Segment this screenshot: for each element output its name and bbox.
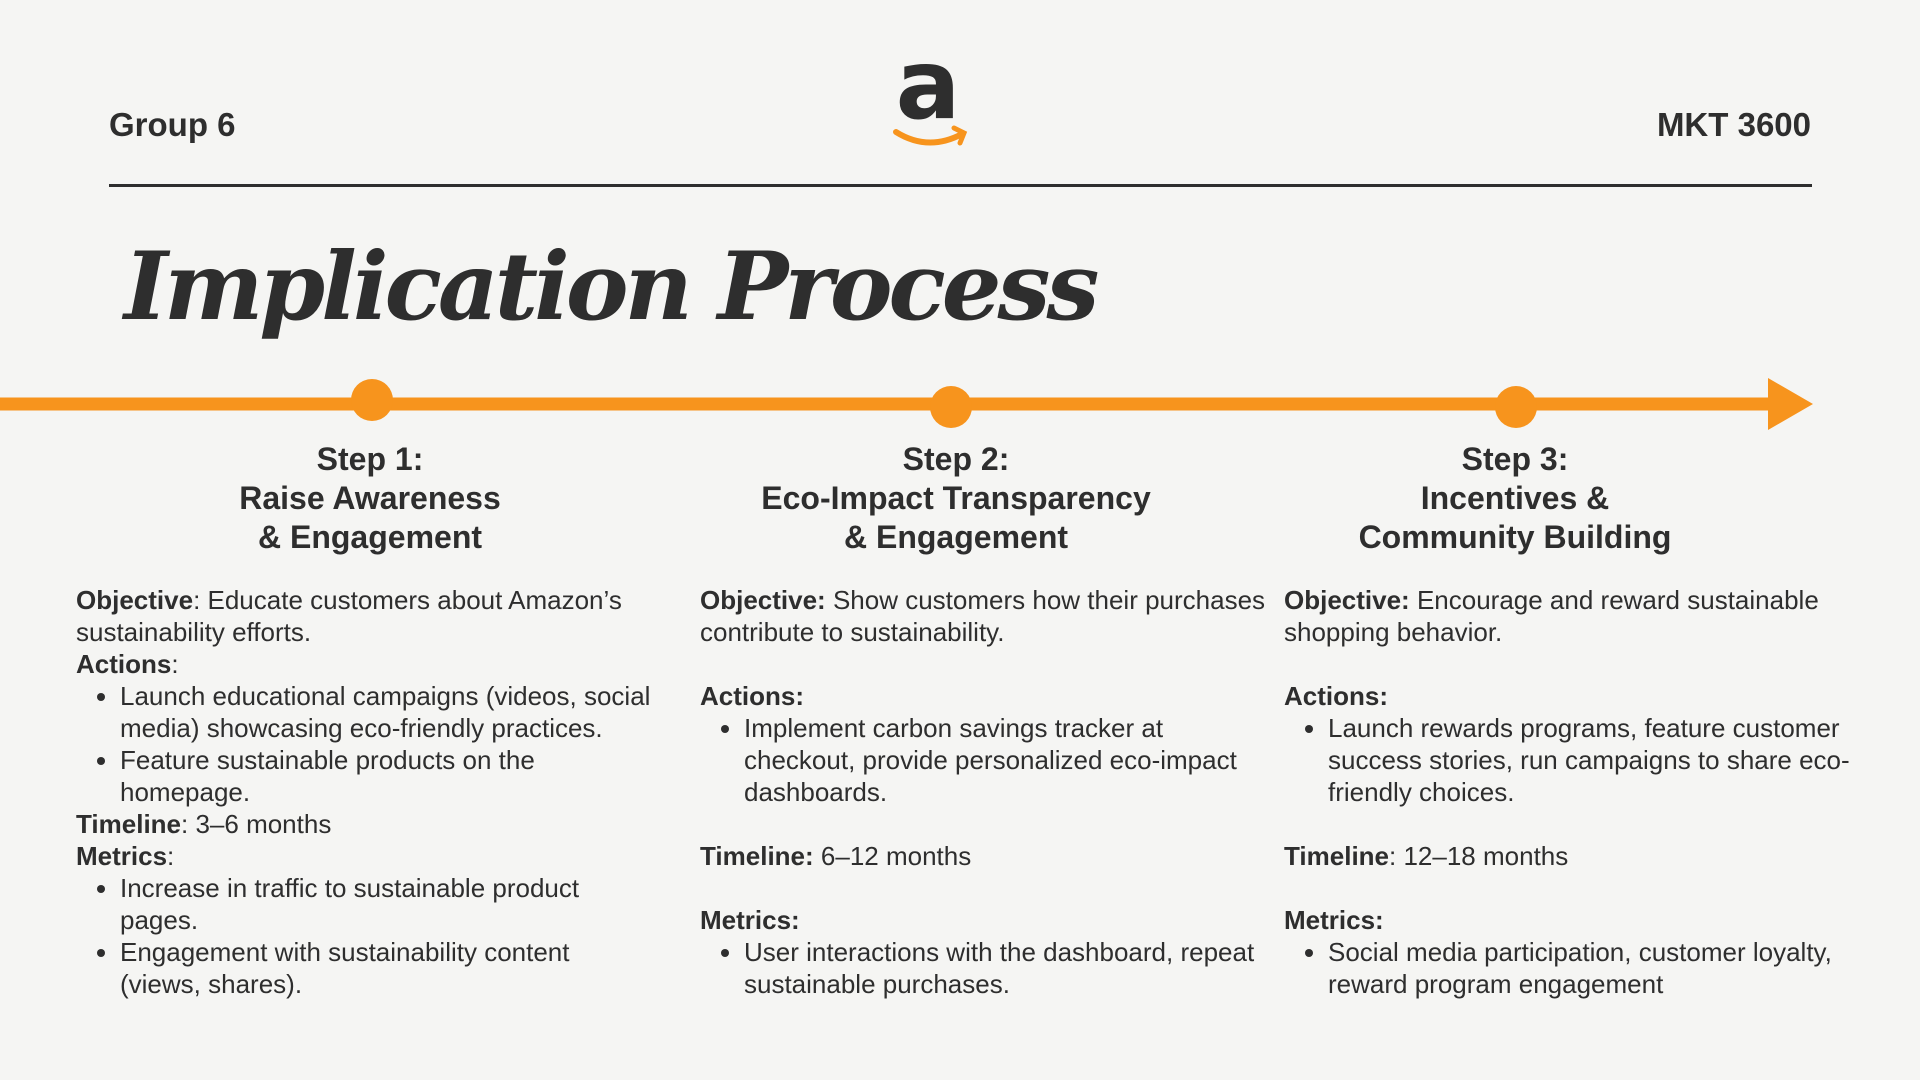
logo-letter: a: [896, 40, 961, 141]
section-label: Actions:: [700, 681, 804, 711]
section-line: Timeline: 6–12 months: [700, 840, 1280, 872]
timeline-dot: [930, 386, 972, 428]
section-line: Actions:: [76, 648, 656, 680]
bullet-item: Launch rewards programs, feature custome…: [1328, 712, 1864, 808]
section-text: : 12–18 months: [1389, 841, 1569, 871]
section: Objective: Show customers how their purc…: [700, 584, 1280, 648]
bullet-item: Social media participation, customer loy…: [1328, 936, 1864, 1000]
bullet-list: Implement carbon savings tracker at chec…: [700, 712, 1280, 808]
section-text: Show customers how their purchases contr…: [700, 585, 1266, 647]
bullet-list: User interactions with the dashboard, re…: [700, 936, 1280, 1000]
section: Objective: Encourage and reward sustaina…: [1284, 584, 1864, 648]
logo-arrow: [951, 125, 968, 146]
step-heading-line: Eco-Impact Transparency: [761, 480, 1151, 516]
section-label: Actions: [76, 649, 172, 679]
step-body: Objective: Show customers how their purc…: [700, 584, 1280, 1000]
section-text: :: [171, 649, 179, 679]
section-line: Timeline: 3–6 months: [76, 808, 656, 840]
section-label: Actions:: [1284, 681, 1388, 711]
section-label: Objective: [76, 585, 194, 615]
step-heading: Step 2: Eco-Impact Transparency & Engageme…: [656, 440, 1256, 557]
step-heading-line: Raise Awareness: [239, 480, 501, 516]
section: Metrics:Social media participation, cust…: [1284, 904, 1864, 1000]
timeline-arrow: [1768, 378, 1813, 430]
step-heading-line: Step 2:: [902, 441, 1010, 477]
section-line: Objective: Show customers how their purc…: [700, 584, 1280, 648]
section: Objective: Educate customers about Amazo…: [76, 584, 656, 648]
step-heading: Step 1: Raise Awareness & Engagement: [70, 440, 670, 557]
section: Actions:Implement carbon savings tracker…: [700, 680, 1280, 808]
section: Metrics:Increase in traffic to sustainab…: [76, 840, 656, 1000]
section-line: Timeline: 12–18 months: [1284, 840, 1864, 872]
step-heading-line: Step 3:: [1461, 441, 1569, 477]
section-text: : 3–6 months: [181, 809, 332, 839]
step-body: Objective: Encourage and reward sustaina…: [1284, 584, 1864, 1000]
section-line: Metrics:: [700, 904, 1280, 936]
section-line: Metrics:: [1284, 904, 1864, 936]
bullet-item: Feature sustainable products on the home…: [120, 744, 656, 808]
section-text: Encourage and reward sustainable shoppin…: [1284, 585, 1819, 647]
section-label: Objective:: [700, 585, 826, 615]
section-label: Timeline:: [700, 841, 814, 871]
section: Timeline: 6–12 months: [700, 840, 1280, 872]
section-label: Objective:: [1284, 585, 1410, 615]
step-heading-line: & Engagement: [257, 519, 483, 555]
bullet-list: Increase in traffic to sustainable produ…: [76, 872, 656, 1000]
bullet-item: Increase in traffic to sustainable produ…: [120, 872, 656, 936]
step-heading: Step 3: Incentives & Community Building: [1215, 440, 1815, 557]
section-text: 6–12 months: [820, 841, 972, 871]
section: Timeline: 3–6 months: [76, 808, 656, 840]
section-line: Actions:: [700, 680, 1280, 712]
timeline-dot: [351, 379, 393, 421]
section-line: Objective: Educate customers about Amazo…: [76, 584, 656, 648]
section-label: Timeline: [76, 809, 182, 839]
bullet-list: Launch rewards programs, feature custome…: [1284, 712, 1864, 808]
section-label: Metrics: [76, 841, 168, 871]
section: Metrics:User interactions with the dashb…: [700, 904, 1280, 1000]
bullet-item: Engagement with sustainability content (…: [120, 936, 656, 1000]
step-body: Objective: Educate customers about Amazo…: [76, 584, 656, 1000]
course-label: MKT 3600: [1656, 106, 1811, 143]
bullet-item: Implement carbon savings tracker at chec…: [744, 712, 1280, 808]
section-text: : Educate customers about Amazon’s susta…: [76, 585, 622, 647]
section-line: Metrics:: [76, 840, 656, 872]
bullet-item: Launch educational campaigns (videos, so…: [120, 680, 656, 744]
group-label: Group 6: [109, 106, 236, 143]
logo-smile: [893, 129, 965, 146]
timeline-dot: [1495, 386, 1537, 428]
logo: a: [893, 40, 968, 146]
section-line: Actions:: [1284, 680, 1864, 712]
step-heading-line: Step 1:: [316, 441, 424, 477]
section-label: Metrics:: [1284, 905, 1384, 935]
step-heading-line: Community Building: [1358, 519, 1672, 555]
section: Timeline: 12–18 months: [1284, 840, 1864, 872]
section-line: Objective: Encourage and reward sustaina…: [1284, 584, 1864, 648]
header-rule: [109, 184, 1812, 187]
bullet-item: User interactions with the dashboard, re…: [744, 936, 1280, 1000]
section-text: :: [167, 841, 175, 871]
section: Actions:Launch educational campaigns (vi…: [76, 648, 656, 808]
section-label: Metrics:: [700, 905, 800, 935]
bullet-list: Social media participation, customer loy…: [1284, 936, 1864, 1000]
section: Actions:Launch rewards programs, feature…: [1284, 680, 1864, 808]
section-label: Timeline: [1284, 841, 1390, 871]
bullet-list: Launch educational campaigns (videos, so…: [76, 680, 656, 808]
timeline: [0, 378, 1813, 430]
slide-title: Implication Process: [124, 232, 1099, 342]
step-heading-line: & Engagement: [843, 519, 1069, 555]
step-heading-line: Incentives &: [1420, 480, 1610, 516]
